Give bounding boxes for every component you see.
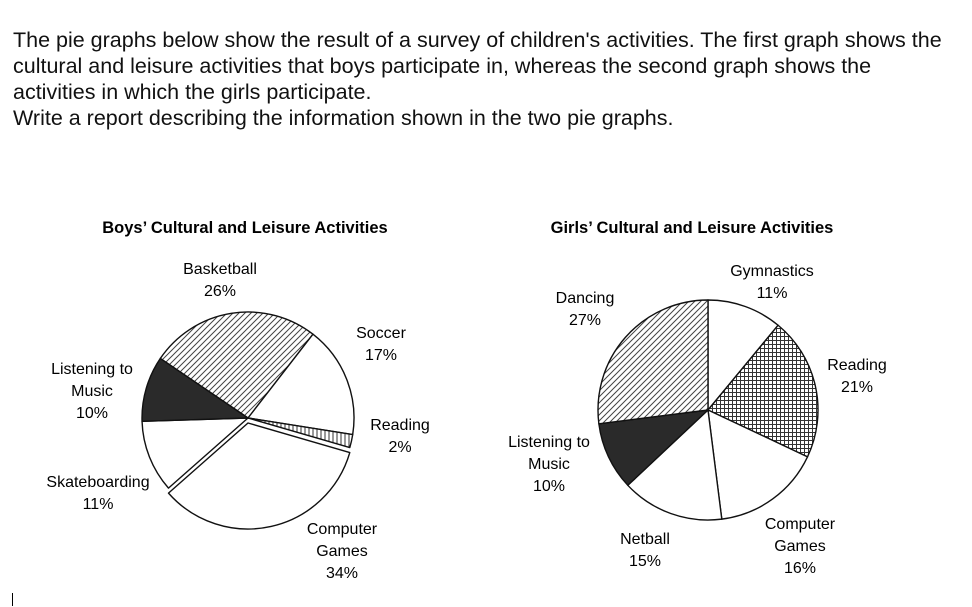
boys-chart-title: Boys’ Cultural and Leisure Activities — [102, 219, 387, 237]
prompt-description: The pie graphs below show the result of … — [13, 28, 942, 104]
text-cursor — [12, 593, 13, 606]
boys-label-listening-to-music: Listening to Music 10% — [51, 361, 133, 422]
girls-slice-netball — [627, 409, 723, 521]
boys-slice-computer-games — [167, 422, 351, 530]
boys-slice-skateboarding — [141, 417, 249, 489]
girls-pie-slices — [597, 299, 819, 521]
girls-label-listening-to-music: Listening to Music 10% — [508, 434, 590, 495]
girls-slice-labels: Gymnastics 11% Reading 21% Computer Games 16% N… — [508, 263, 887, 577]
boys-slice-reading — [247, 417, 354, 449]
boys-label-soccer: Soccer 17% — [356, 325, 406, 364]
girls-chart-title: Girls’ Cultural and Leisure Activities — [551, 219, 834, 237]
boys-slice-listening-to-music — [141, 357, 249, 423]
task-prompt: The pie graphs below show the result of … — [13, 27, 958, 131]
girls-slice-reading — [707, 324, 819, 458]
girls-slice-computer-games — [707, 409, 809, 520]
boys-pie-chart: Boys’ Cultural and Leisure Activities Ba… — [46, 219, 429, 582]
girls-pie-chart: Girls’ Cultural and Leisure Activities G… — [508, 219, 887, 577]
boys-slice-labels: Basketball 26% Soccer 17% Reading 2% Computer G… — [46, 261, 429, 582]
girls-label-gymnastics: Gymnastics 11% — [730, 263, 814, 302]
girls-label-computer-games: Computer Games 16% — [765, 516, 836, 577]
boys-slice-basketball — [159, 311, 314, 419]
boys-label-skateboarding: Skateboarding 11% — [46, 474, 149, 513]
girls-slice-gymnastics — [707, 299, 779, 411]
boys-label-reading: Reading 2% — [370, 417, 430, 456]
girls-label-reading: Reading 21% — [827, 357, 887, 396]
girls-label-dancing: Dancing 27% — [556, 290, 615, 329]
boys-pie-slices — [141, 311, 355, 530]
girls-label-netball: Netball 15% — [620, 531, 670, 570]
prompt-instruction: Write a report describing the informatio… — [13, 106, 674, 130]
boys-slice-soccer — [247, 333, 355, 436]
boys-label-basketball: Basketball 26% — [183, 261, 257, 300]
girls-slice-dancing — [597, 299, 709, 425]
boys-label-computer-games: Computer Games 34% — [307, 521, 378, 582]
